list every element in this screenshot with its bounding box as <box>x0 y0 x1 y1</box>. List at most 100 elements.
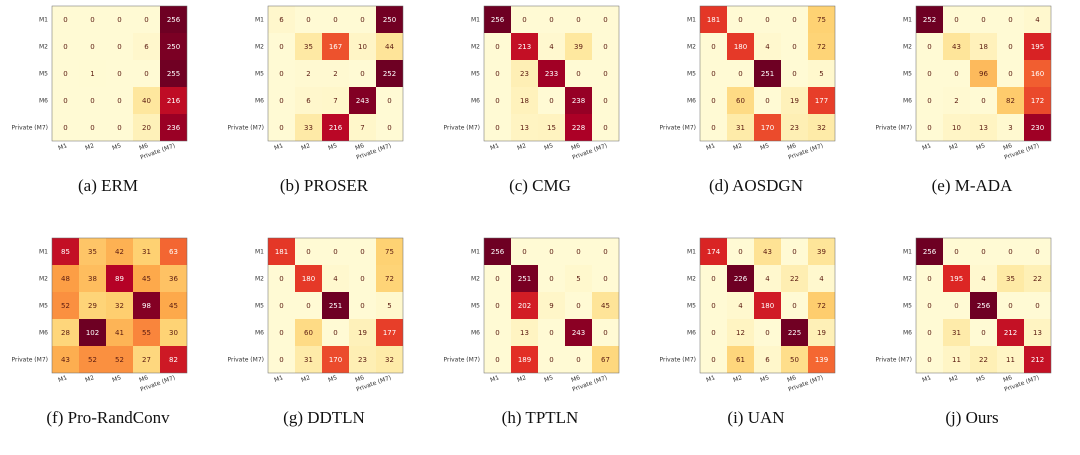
cell-value-label: 72 <box>385 275 394 283</box>
heatmap-cell <box>322 346 349 373</box>
cell-value-label: 0 <box>279 70 283 78</box>
cell-value-label: 233 <box>545 70 558 78</box>
y-tick-label: M1 <box>903 17 912 24</box>
heatmap-cell <box>1024 292 1051 319</box>
cell-value-label: 251 <box>329 302 342 310</box>
heatmap-cell <box>511 346 538 373</box>
heatmap-cell <box>79 319 106 346</box>
cell-value-label: 36 <box>169 275 178 283</box>
heatmap-cell <box>1024 87 1051 114</box>
heatmap-frame <box>267 237 404 374</box>
heatmap-cell <box>727 238 754 265</box>
cell-value-label: 256 <box>491 248 505 256</box>
heatmap-cell <box>376 346 403 373</box>
cell-value-label: 0 <box>63 124 67 132</box>
heatmap-cell <box>916 114 943 141</box>
cell-value-label: 212 <box>1031 356 1044 364</box>
cell-value-label: 0 <box>522 248 526 256</box>
cell-value-label: 212 <box>1004 329 1017 337</box>
heatmap-cell <box>943 33 970 60</box>
cell-value-label: 52 <box>88 356 97 364</box>
heatmap-cell <box>268 33 295 60</box>
cell-value-label: 3 <box>1008 124 1012 132</box>
confusion-matrix: 181 0 0 0 75 0 180 4 0 72 0 0 251 0 5 0 60 0 19 177 0 31 170 23… <box>659 5 836 161</box>
cell-value-label: 0 <box>981 248 985 256</box>
confusion-matrix-panel: 256 0 0 0 0 0 195 4 35 22 0 0 256 0 0 0 31 0 212 13 0 11 22 11 2… <box>864 232 1080 455</box>
x-tick-label: M2 <box>84 142 95 152</box>
x-tick-label: M6 <box>354 374 365 384</box>
heatmap-cell <box>592 319 619 346</box>
heatmap-cell <box>970 60 997 87</box>
cell-value-label: 4 <box>981 275 986 283</box>
cell-value-label: 48 <box>61 275 70 283</box>
confusion-matrix-panel: 252 0 0 0 4 0 43 18 0 195 0 0 96 0 160 0 2 0 82 172 0 10 13 3 23… <box>864 0 1080 223</box>
cell-value-label: 0 <box>792 16 796 24</box>
heatmap-cell <box>781 238 808 265</box>
cell-value-label: 38 <box>88 275 97 283</box>
heatmap-cell <box>376 238 403 265</box>
panel-caption: (f) Pro-RandConv <box>46 408 170 427</box>
cell-value-label: 0 <box>711 43 715 51</box>
cell-value-label: 0 <box>117 43 121 51</box>
cell-value-label: 225 <box>788 329 801 337</box>
heatmap-cell <box>997 319 1024 346</box>
heatmap-cell <box>106 346 133 373</box>
cell-value-label: 0 <box>954 302 958 310</box>
heatmap-cell <box>754 33 781 60</box>
heatmap-cell <box>727 60 754 87</box>
cell-value-label: 4 <box>765 275 770 283</box>
heatmap-cell <box>322 114 349 141</box>
cell-value-label: 0 <box>954 16 958 24</box>
heatmap-cell <box>592 33 619 60</box>
x-tick-label: M1 <box>57 142 68 152</box>
cell-value-label: 82 <box>169 356 178 364</box>
x-tick-label: M1 <box>273 142 284 152</box>
heatmap-cell <box>511 33 538 60</box>
cell-value-label: 13 <box>1033 329 1042 337</box>
cell-value-label: 23 <box>358 356 367 364</box>
heatmap-cell <box>754 60 781 87</box>
cell-value-label: 0 <box>549 97 553 105</box>
cell-value-label: 174 <box>707 248 721 256</box>
heatmap-cell <box>52 87 79 114</box>
heatmap-cell <box>754 87 781 114</box>
cell-value-label: 0 <box>279 329 283 337</box>
cell-value-label: 0 <box>603 248 607 256</box>
y-tick-label: Private (M7) <box>11 357 48 364</box>
x-tick-label: M2 <box>948 142 959 152</box>
cell-value-label: 181 <box>707 16 720 24</box>
heatmap-cell <box>727 6 754 33</box>
heatmap-cell <box>781 6 808 33</box>
cell-value-label: 6 <box>306 97 311 105</box>
cell-value-label: 252 <box>383 70 396 78</box>
confusion-matrix-panel: 256 0 0 0 0 0 251 0 5 0 0 202 9 0 45 0 13 0 243 0 0 189 0 0 67 M1… <box>432 232 648 455</box>
heatmap-cell <box>133 6 160 33</box>
heatmap-cell <box>781 346 808 373</box>
cell-value-label: 167 <box>329 43 342 51</box>
heatmap-cell <box>349 6 376 33</box>
heatmap-frame <box>267 5 404 142</box>
heatmap-cell <box>484 114 511 141</box>
cell-value-label: 0 <box>387 124 391 132</box>
y-tick-label: M1 <box>255 249 264 256</box>
heatmap-cell <box>376 319 403 346</box>
heatmap-cell <box>1024 319 1051 346</box>
heatmap-frame <box>51 237 188 374</box>
heatmap-cell <box>970 6 997 33</box>
heatmap-cell <box>970 292 997 319</box>
y-tick-label: M5 <box>687 71 696 78</box>
cell-value-label: 0 <box>90 97 94 105</box>
x-tick-label: M5 <box>759 374 770 384</box>
heatmap-cell <box>970 238 997 265</box>
cell-value-label: 0 <box>144 16 148 24</box>
heatmap-cell <box>592 238 619 265</box>
heatmap-cell <box>970 33 997 60</box>
cell-value-label: 189 <box>518 356 531 364</box>
cell-value-label: 0 <box>576 356 580 364</box>
cell-value-label: 43 <box>952 43 961 51</box>
cell-value-label: 0 <box>603 70 607 78</box>
cell-value-label: 0 <box>279 302 283 310</box>
cell-value-label: 0 <box>711 302 715 310</box>
y-tick-label: M1 <box>903 249 912 256</box>
cell-value-label: 0 <box>495 302 499 310</box>
